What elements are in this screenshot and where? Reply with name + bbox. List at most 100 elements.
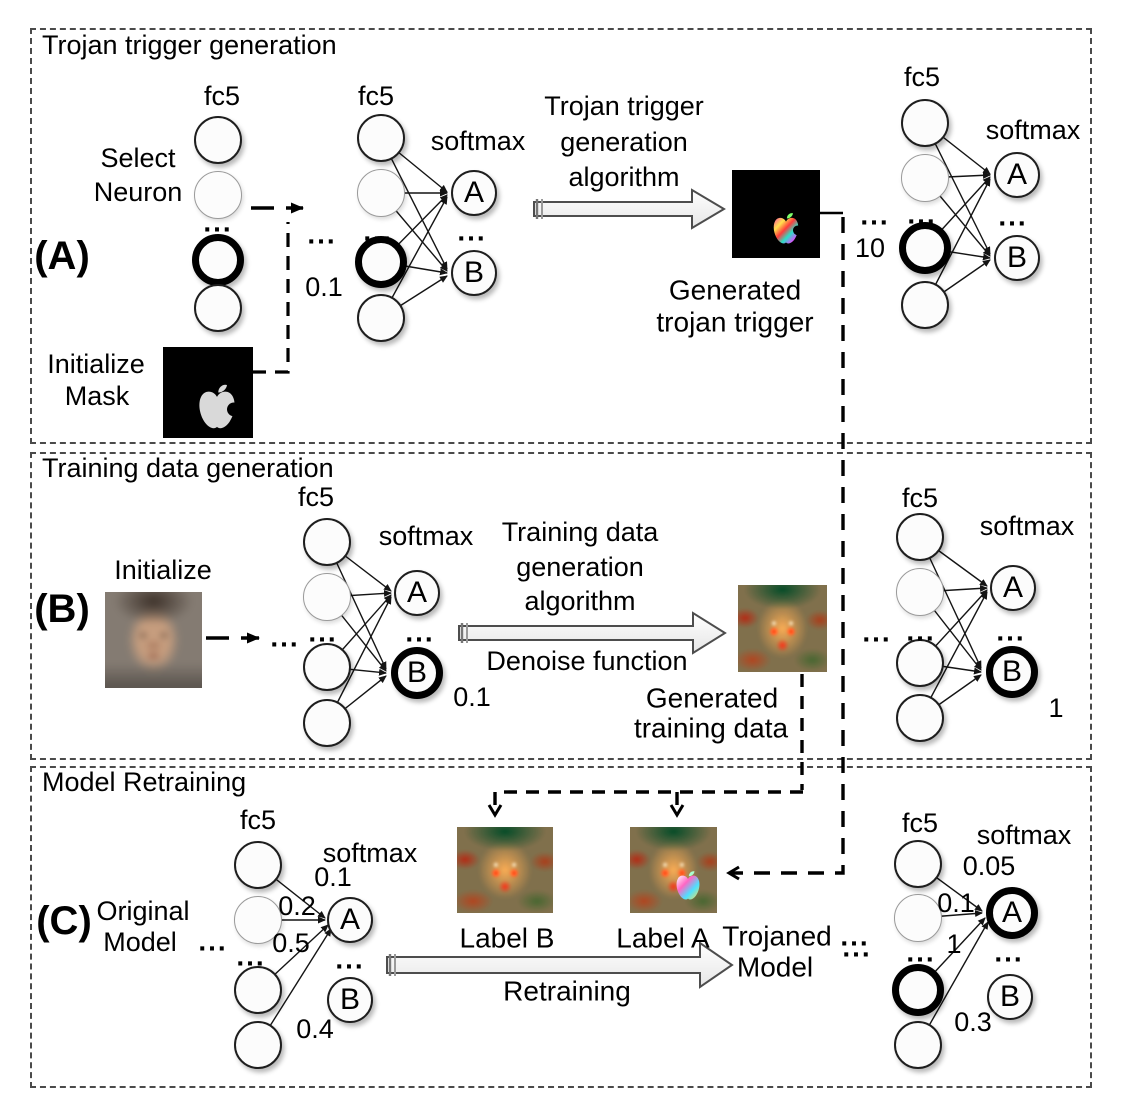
initialize-label: Initialize	[114, 554, 212, 585]
generated-training-data-image	[738, 585, 827, 672]
face-photo-fill	[105, 592, 202, 688]
edge-weight: 0.1	[314, 861, 352, 892]
between-ellipsis: ...	[862, 616, 892, 648]
target-output-node-b: B	[986, 646, 1038, 698]
original-model-label-line2: Model	[103, 926, 177, 957]
neuron-circle	[194, 171, 242, 219]
value-ellipsis: ...	[842, 931, 872, 963]
retraining-label: Retraining	[503, 975, 631, 1007]
trigger-algorithm-label-line3: algorithm	[568, 161, 680, 192]
output-ellipsis: ...	[457, 215, 487, 247]
between-ellipsis: ...	[307, 218, 337, 250]
denoise-function-label: Denoise function	[486, 645, 688, 676]
column-ellipsis: ...	[236, 940, 266, 972]
training-data-connector-dashed	[487, 674, 804, 818]
output-node-a: A	[327, 897, 373, 943]
panel-c-tag: (C)	[36, 899, 92, 943]
mask-image	[163, 347, 253, 438]
edge-weight: 1	[946, 928, 962, 959]
output-node-b: B	[327, 977, 373, 1023]
softmax-label: softmax	[976, 819, 1072, 850]
neuron-circle	[894, 1021, 942, 1069]
neuron-circle	[896, 639, 944, 687]
neuron-circle	[303, 699, 351, 747]
node-a-letter: A	[1001, 896, 1022, 929]
node-a-letter: A	[1002, 571, 1023, 604]
column-ellipsis: ...	[907, 198, 937, 230]
gen-face-fill	[630, 827, 717, 913]
data-algorithm-label-line1: Training data	[501, 516, 659, 547]
output-node-a: A	[451, 170, 497, 216]
trojan-trigger-image	[732, 170, 820, 258]
retraining-arrow	[386, 941, 734, 989]
neuron-circle	[894, 894, 942, 942]
trigger-caption-line2: trojan trigger	[656, 306, 814, 338]
column-ellipsis: ...	[308, 616, 338, 648]
trigger-connector-dashed	[726, 211, 845, 881]
panel-b-tag: (B)	[34, 587, 90, 631]
fc5-label: fc5	[297, 481, 335, 512]
label-b-image	[457, 827, 553, 913]
neuron-circle	[901, 99, 949, 147]
trojaned-model-label-line1: Trojaned	[722, 920, 832, 952]
output-ellipsis: ...	[994, 936, 1024, 968]
node-a-letter: A	[1006, 158, 1027, 191]
mask-apple-icon	[199, 384, 237, 429]
fc5-label: fc5	[357, 80, 395, 111]
panel-b-title: Training data generation	[42, 452, 334, 483]
target-node-value: 0.1	[453, 681, 491, 712]
stamped-trigger-icon	[676, 871, 700, 900]
node-b-letter: B	[1006, 241, 1027, 274]
gen-face-fill	[457, 827, 553, 913]
initialize-face-image	[105, 592, 202, 688]
panel-b-border	[30, 452, 1092, 760]
fc5-label: fc5	[239, 804, 277, 835]
trigger-algorithm-label-line1: Trojan trigger	[544, 90, 704, 121]
edge-weight: 0.2	[278, 890, 316, 921]
data-caption-line1: Generated	[645, 682, 779, 714]
neuron-circle	[896, 568, 944, 616]
neuron-circle	[894, 840, 942, 888]
output-node-b: B	[987, 974, 1033, 1020]
output-node-a: A	[394, 570, 440, 616]
neuron-circle	[234, 1021, 282, 1069]
column-ellipsis: ...	[203, 206, 233, 238]
data-algorithm-label-line3: algorithm	[524, 585, 636, 616]
panel-c-title: Model Retraining	[42, 766, 247, 797]
column-ellipsis: ...	[906, 615, 936, 647]
edge-weight: 0.4	[296, 1013, 334, 1044]
edge-weight: 0.05	[962, 850, 1016, 881]
node-b-letter: B	[1001, 655, 1022, 688]
between-ellipsis: ...	[270, 621, 300, 653]
fc5-label: fc5	[203, 80, 241, 111]
neuron-circle	[901, 281, 949, 329]
node-a-letter: A	[406, 576, 427, 609]
data-algorithm-label-line2: generation	[516, 551, 644, 582]
panel-a-tag: (A)	[34, 234, 90, 278]
trigger-generation-arrow	[533, 188, 726, 230]
trigger-caption-line1: Generated	[668, 274, 802, 306]
initialize-mask-label-line1: Initialize	[47, 348, 145, 379]
output-node-a: A	[994, 152, 1040, 198]
selected-neuron-value: 0.1	[305, 271, 343, 302]
softmax-label: softmax	[430, 125, 526, 156]
original-model-label-line1: Original	[96, 895, 190, 926]
node-a-letter: A	[463, 176, 484, 209]
neuron-circle	[896, 694, 944, 742]
selected-neuron-circle	[192, 234, 244, 286]
node-b-letter: B	[999, 980, 1020, 1013]
panel-a-border	[30, 28, 1092, 444]
neuron-circle	[234, 966, 282, 1014]
softmax-label: softmax	[979, 510, 1075, 541]
neuron-circle	[357, 114, 405, 162]
select-neuron-label-line1: Select	[100, 142, 176, 173]
label-a-caption: Label A	[616, 922, 710, 954]
result-node-value: 1	[1048, 692, 1064, 723]
select-neuron-label-line2: Neuron	[93, 176, 183, 207]
edge-weight: 0.3	[954, 1006, 992, 1037]
output-ellipsis: ...	[335, 943, 365, 975]
output-ellipsis: ...	[998, 200, 1028, 232]
panel-a-title: Trojan trigger generation	[42, 29, 337, 60]
output-node-b: B	[994, 235, 1040, 281]
neuron-circle	[303, 643, 351, 691]
